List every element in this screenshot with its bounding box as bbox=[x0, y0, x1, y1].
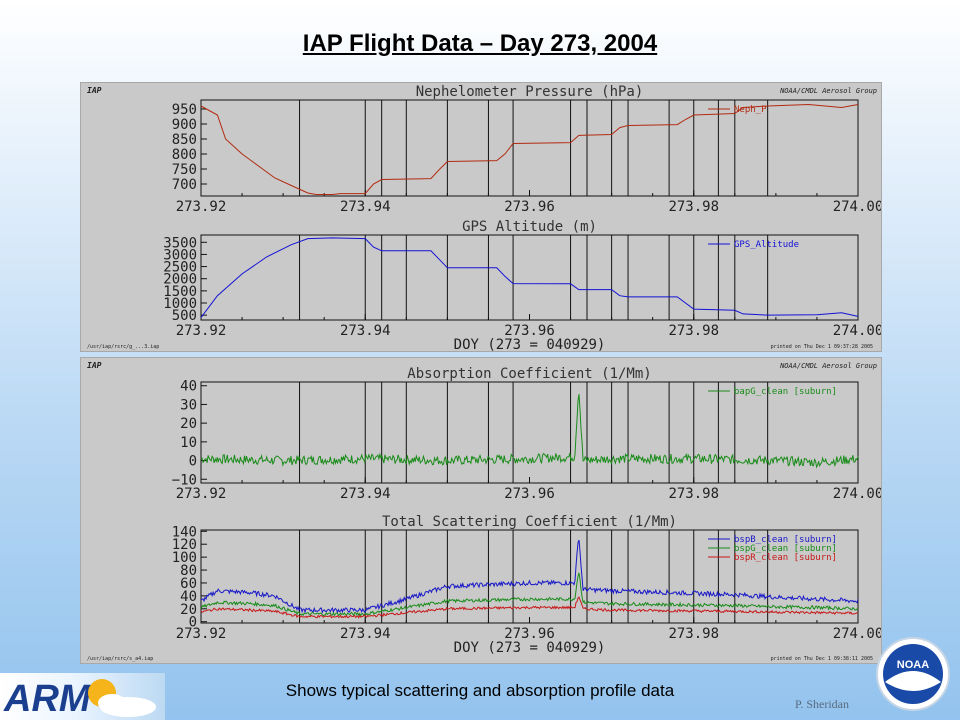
y-tick-label: 700 bbox=[172, 177, 197, 193]
y-tick-label: 750 bbox=[172, 162, 197, 178]
legend-label-1: bspG_clean [suburn] bbox=[734, 544, 837, 554]
y-tick-label: 3500 bbox=[163, 235, 197, 251]
x-tick-label: 273.96 bbox=[504, 323, 555, 339]
panel-footer-right: printed on Thu Dec 1 09:38:11 2005 bbox=[771, 656, 873, 662]
x-tick-label: 273.96 bbox=[504, 626, 555, 642]
y-tick-label: 2500 bbox=[163, 260, 197, 276]
x-tick-label: 274.00 bbox=[833, 626, 881, 642]
y-tick-label: 60 bbox=[180, 576, 197, 592]
chart-panel-bottom: IAP NOAA/CMDL Aerosol Group/usr/iap/rsrc/… bbox=[80, 357, 882, 664]
series-line-0 bbox=[200, 237, 859, 318]
chart-2: Absorption Coefficient (1/Mm) −10 0 10 20 30 4… bbox=[172, 366, 881, 502]
panel-corner-right: NOAA/CMDL Aerosol Group bbox=[779, 362, 877, 370]
x-tick-label: 273.96 bbox=[504, 486, 555, 502]
x-axis-label: DOY (273 = 040929) bbox=[454, 640, 606, 656]
y-tick-label: 500 bbox=[172, 308, 197, 324]
series-line-2 bbox=[200, 596, 859, 619]
chart-title: GPS Altitude (m) bbox=[462, 219, 597, 235]
series-line-0 bbox=[200, 103, 859, 195]
panel-footer-left: /usr/iap/rsrc/g_...3.iap bbox=[87, 344, 159, 350]
series-line-0 bbox=[200, 539, 859, 614]
chart-panel-top-svg: IAP NOAA/CMDL Aerosol Group/usr/iap/rsrc/… bbox=[87, 84, 881, 351]
x-tick-label: 273.92 bbox=[176, 323, 227, 339]
y-tick-label: 20 bbox=[180, 416, 197, 432]
y-tick-label: 0 bbox=[189, 454, 197, 470]
chart-0: Nephelometer Pressure (hPa)7007508008509… bbox=[172, 84, 881, 215]
y-tick-label: 20 bbox=[180, 602, 197, 618]
x-tick-label: 273.98 bbox=[668, 323, 719, 339]
y-tick-label: 120 bbox=[172, 537, 197, 553]
y-tick-label: 2000 bbox=[163, 272, 197, 288]
y-tick-label: 30 bbox=[180, 397, 197, 413]
x-tick-label: 274.00 bbox=[833, 323, 881, 339]
x-tick-label: 273.94 bbox=[340, 323, 391, 339]
legend-label-0: bapG_clean [suburn] bbox=[734, 387, 837, 397]
y-tick-label: 850 bbox=[172, 132, 197, 148]
y-tick-label: 10 bbox=[180, 435, 197, 451]
x-tick-label: 273.92 bbox=[176, 486, 227, 502]
x-tick-label: 273.98 bbox=[668, 626, 719, 642]
arm-logo: ARM bbox=[0, 673, 165, 720]
x-tick-label: 273.94 bbox=[340, 199, 391, 215]
x-tick-label: 274.00 bbox=[833, 199, 881, 215]
x-tick-label: 273.96 bbox=[504, 199, 555, 215]
chart-panel-top: IAP NOAA/CMDL Aerosol Group/usr/iap/rsrc/… bbox=[80, 82, 882, 352]
panel-footer-right: printed on Thu Dec 1 09:37:28 2005 bbox=[771, 344, 873, 350]
slide-title: IAP Flight Data – Day 273, 2004 bbox=[302, 30, 658, 57]
panel-corner-left: IAP bbox=[87, 86, 102, 95]
x-tick-label: 273.92 bbox=[176, 199, 227, 215]
legend-label-0: Neph_P bbox=[734, 105, 767, 115]
y-tick-label: 1000 bbox=[163, 296, 197, 312]
y-tick-label: 900 bbox=[172, 117, 197, 133]
x-tick-label: 273.94 bbox=[340, 626, 391, 642]
y-tick-label: 40 bbox=[180, 379, 197, 395]
y-tick-label: 100 bbox=[172, 550, 197, 566]
noaa-logo-text: NOAA bbox=[897, 659, 929, 671]
x-tick-label: 274.00 bbox=[833, 486, 881, 502]
y-tick-label: 800 bbox=[172, 147, 197, 163]
y-tick-label: −10 bbox=[172, 472, 197, 488]
panel-corner-right: NOAA/CMDL Aerosol Group bbox=[779, 87, 877, 95]
slide-caption: Shows typical scattering and absorption … bbox=[285, 681, 675, 700]
legend-label-2: bspR_clean [suburn] bbox=[734, 553, 837, 563]
chart-title: Total Scattering Coefficient (1/Mm) bbox=[382, 514, 677, 530]
arm-logo-text: ARM bbox=[3, 678, 92, 720]
author-credit: P. Sheridan bbox=[795, 697, 849, 711]
y-tick-label: 3000 bbox=[163, 247, 197, 263]
noaa-logo: NOAA bbox=[873, 630, 953, 721]
y-tick-label: 950 bbox=[172, 102, 197, 118]
chart-panel-bottom-svg: IAP NOAA/CMDL Aerosol Group/usr/iap/rsrc/… bbox=[87, 361, 881, 662]
y-tick-label: 40 bbox=[180, 589, 197, 605]
chart-3: Total Scattering Coefficient (1/Mm) 02040… bbox=[172, 514, 881, 656]
y-tick-label: 140 bbox=[172, 524, 197, 540]
cloud-puff bbox=[98, 694, 126, 712]
panel-corner-left: IAP bbox=[87, 361, 102, 370]
gull-icon bbox=[885, 671, 941, 691]
chart-title: Absorption Coefficient (1/Mm) bbox=[407, 366, 651, 382]
chart-title: Nephelometer Pressure (hPa) bbox=[416, 84, 644, 100]
x-tick-label: 273.92 bbox=[176, 626, 227, 642]
x-tick-label: 273.98 bbox=[668, 486, 719, 502]
x-tick-label: 273.94 bbox=[340, 486, 391, 502]
y-tick-label: 0 bbox=[189, 615, 197, 631]
chart-1: GPS Altitude (m) 500100015002000250030003… bbox=[163, 219, 881, 351]
x-tick-label: 273.98 bbox=[668, 199, 719, 215]
legend-label-0: GPS_Altitude bbox=[734, 240, 799, 250]
x-axis-label: DOY (273 = 040929) bbox=[454, 337, 606, 351]
panel-footer-left: /usr/iap/rsrc/s_a4.iap bbox=[87, 656, 153, 662]
y-tick-label: 1500 bbox=[163, 284, 197, 300]
series-line-0 bbox=[200, 394, 859, 469]
series-line-1 bbox=[200, 572, 859, 617]
legend-label-0: bspB_clean [suburn] bbox=[734, 535, 837, 545]
y-tick-label: 80 bbox=[180, 563, 197, 579]
